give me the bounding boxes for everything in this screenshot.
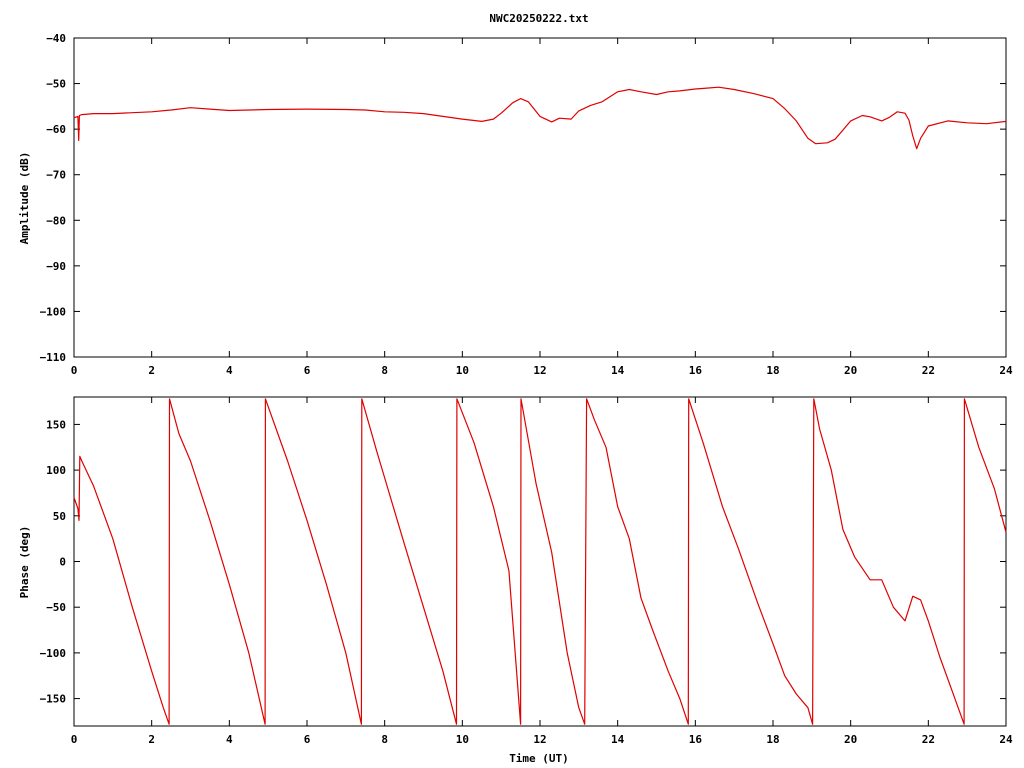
y-tick-label: −50: [46, 78, 66, 91]
x-tick-label: 22: [922, 733, 935, 746]
x-tick-label: 20: [844, 733, 857, 746]
y-tick-label: −70: [46, 169, 66, 182]
time-x-axis-label: Time (UT): [509, 752, 569, 765]
x-tick-label: 24: [999, 364, 1013, 377]
y-tick-label: −150: [40, 693, 67, 706]
x-tick-label: 18: [766, 733, 779, 746]
x-tick-label: 10: [456, 364, 469, 377]
phase-y-axis-label: Phase (deg): [18, 526, 31, 599]
x-tick-label: 6: [304, 733, 311, 746]
y-tick-label: 50: [53, 510, 66, 523]
y-tick-label: −40: [46, 32, 66, 45]
phase-series-line: [73, 398, 1007, 725]
x-tick-label: 2: [148, 733, 155, 746]
x-tick-label: 8: [381, 733, 388, 746]
y-tick-label: −80: [46, 214, 66, 227]
y-tick-label: −60: [46, 123, 66, 136]
y-tick-label: 150: [46, 418, 66, 431]
amplitude-tick-labels: 0 2 4 6 8 10 12 14 16 18 20 22 24−40−50−60−70−80−90−…: [40, 32, 1013, 377]
y-tick-label: −50: [46, 601, 66, 614]
amplitude-ticks: [73, 37, 1007, 358]
amplitude-y-axis-label: Amplitude (dB): [18, 152, 31, 245]
x-tick-label: 10: [456, 733, 469, 746]
x-tick-label: 12: [533, 364, 546, 377]
y-tick-label: −100: [40, 305, 67, 318]
x-tick-label: 24: [999, 733, 1013, 746]
y-tick-label: −110: [40, 351, 67, 364]
x-tick-label: 0: [71, 364, 78, 377]
x-tick-label: 16: [689, 364, 703, 377]
x-tick-label: 20: [844, 364, 857, 377]
x-tick-label: 12: [533, 733, 546, 746]
amplitude-panel: 0 2 4 6 8 10 12 14 16 18 20 22 24−40−50−60−70−80−90−…: [18, 32, 1013, 377]
x-tick-label: 6: [304, 364, 311, 377]
x-tick-label: 14: [611, 733, 625, 746]
y-tick-label: 100: [46, 464, 66, 477]
x-tick-label: 2: [148, 364, 155, 377]
x-tick-label: 0: [71, 733, 78, 746]
x-tick-label: 8: [381, 364, 388, 377]
amplitude-series-line: [73, 86, 1007, 150]
x-tick-label: 14: [611, 364, 625, 377]
x-tick-label: 22: [922, 364, 935, 377]
phase-panel: 0 2 4 6 8 10 12 14 16 18 20 22 24150100500−50−100−15…: [18, 396, 1013, 765]
y-tick-label: 0: [59, 556, 66, 569]
phase-tick-labels: 0 2 4 6 8 10 12 14 16 18 20 22 24150100500−50−100−15…: [40, 418, 1013, 746]
x-tick-label: 18: [766, 364, 779, 377]
y-tick-label: −100: [40, 647, 67, 660]
x-tick-label: 4: [226, 364, 233, 377]
phase-ticks: [73, 397, 1007, 726]
x-tick-label: 4: [226, 733, 233, 746]
chart-title: NWC20250222.txt: [489, 12, 588, 25]
y-tick-label: −90: [46, 260, 66, 273]
x-tick-label: 16: [689, 733, 703, 746]
